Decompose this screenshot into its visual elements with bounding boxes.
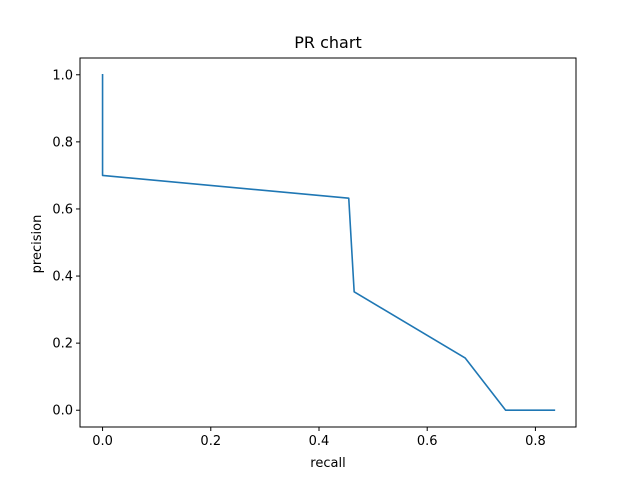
plot-area-frame [79, 57, 577, 428]
x-axis-ticks: 0.0 0.2 0.4 0.6 0.8 [92, 427, 546, 449]
x-tick-label: 0.4 [309, 434, 330, 449]
series-layer [101, 73, 556, 412]
y-tick-label: 0.8 [52, 135, 73, 150]
x-tick-label: 0.2 [200, 434, 221, 449]
y-tick-label: 0.2 [52, 337, 73, 352]
y-tick-label: 0.0 [52, 404, 73, 419]
x-axis-label: recall [310, 456, 345, 471]
x-tick-label: 0.0 [92, 434, 113, 449]
y-tick-label: 1.0 [52, 68, 73, 83]
x-tick-label: 0.8 [525, 434, 546, 449]
y-axis-label: precision [30, 215, 45, 274]
y-tick-label: 0.4 [52, 270, 73, 285]
chart-title: PR chart [294, 33, 361, 52]
y-axis-ticks: 0.0 0.2 0.4 0.6 0.8 1.0 [52, 68, 80, 419]
y-tick-label: 0.6 [52, 202, 73, 217]
x-tick-label: 0.6 [417, 434, 438, 449]
series-line [101, 73, 556, 412]
